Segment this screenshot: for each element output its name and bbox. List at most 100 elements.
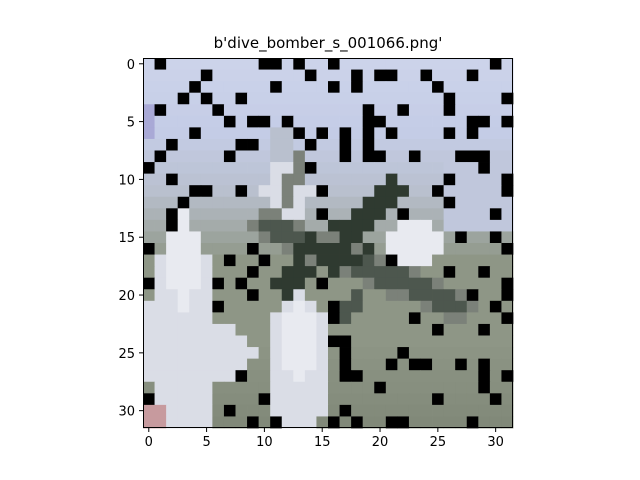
image-pixel [397,150,410,163]
image-pixel [362,127,375,140]
image-pixel [443,208,456,221]
image-pixel [455,335,468,348]
image-pixel [455,254,468,267]
image-pixel [455,243,468,255]
image-pixel [177,115,190,128]
image-pixel [351,335,364,348]
image-pixel [420,162,433,175]
image-pixel [489,196,502,209]
image-pixel [339,404,352,417]
image-pixel [223,162,236,175]
image-pixel [443,370,456,383]
image-pixel [212,393,225,406]
image-pixel [466,173,479,186]
image-pixel [258,416,271,429]
image-pixel [351,231,364,244]
image-pixel [443,300,456,313]
image-pixel [432,138,445,151]
image-pixel [362,323,375,336]
image-pixel [501,138,514,151]
image-pixel [374,243,387,255]
image-pixel [339,370,352,383]
image-pixel [200,81,213,94]
image-pixel [304,393,317,406]
image-pixel [258,323,271,336]
image-pixel [304,196,317,209]
image-pixel [143,300,155,313]
image-pixel [408,416,421,429]
image-pixel [455,58,468,70]
image-pixel [339,104,352,117]
image-pixel [432,150,445,163]
image-pixel [212,254,225,267]
image-pixel [143,358,155,371]
image-pixel [328,162,340,175]
image-pixel [177,289,190,302]
image-pixel [328,254,340,267]
image-pixel [501,69,514,82]
image-pixel [166,243,179,255]
image-pixel [443,162,456,175]
image-pixel [154,231,167,244]
image-pixel [432,196,445,209]
image-pixel [351,138,364,151]
image-pixel [455,381,468,394]
image-pixel [223,173,236,186]
image-pixel [455,127,468,140]
image-pixel [166,58,179,70]
image-pixel [328,323,340,336]
image-pixel [455,358,468,371]
image-pixel [143,323,155,336]
image-pixel [247,81,260,94]
image-pixel [293,381,306,394]
image-pixel [316,81,329,94]
image-pixel [154,208,167,221]
image-pixel [420,150,433,163]
image-pixel [177,404,190,417]
image-pixel [420,127,433,140]
image-pixel [374,231,387,244]
image-pixel [154,347,167,360]
image-pixel [235,185,248,198]
image-pixel [304,219,317,232]
image-pixel [339,162,352,175]
image-pixel [316,150,329,163]
image-pixel [374,277,387,290]
image-pixel [304,243,317,255]
image-pixel [304,335,317,348]
image-pixel [455,104,468,117]
image-pixel [235,335,248,348]
image-pixel [489,254,502,267]
image-pixel [328,358,340,371]
image-pixel [166,115,179,128]
image-pixel [501,358,514,371]
image-pixel [247,231,260,244]
image-pixel [212,185,225,198]
image-pixel [258,300,271,313]
image-pixel [351,254,364,267]
image-pixel [316,416,329,429]
image-pixel [166,393,179,406]
y-tick-label: 0 [127,58,135,73]
image-pixel [189,150,202,163]
image-pixel [466,150,479,163]
image-pixel [166,347,179,360]
image-pixel [328,312,340,325]
image-pixel [362,289,375,302]
image-pixel [247,289,260,302]
image-pixel [385,370,398,383]
image-pixel [420,289,433,302]
y-tick-label: 5 [127,116,135,131]
image-pixel [177,231,190,244]
image-pixel [166,289,179,302]
image-pixel [247,254,260,267]
image-pixel [270,416,283,429]
image-pixel [362,173,375,186]
image-pixel [362,404,375,417]
image-pixel [374,150,387,163]
image-pixel [328,208,340,221]
image-pixel [189,347,202,360]
image-pixel [339,323,352,336]
image-pixel [385,150,398,163]
image-pixel [304,254,317,267]
